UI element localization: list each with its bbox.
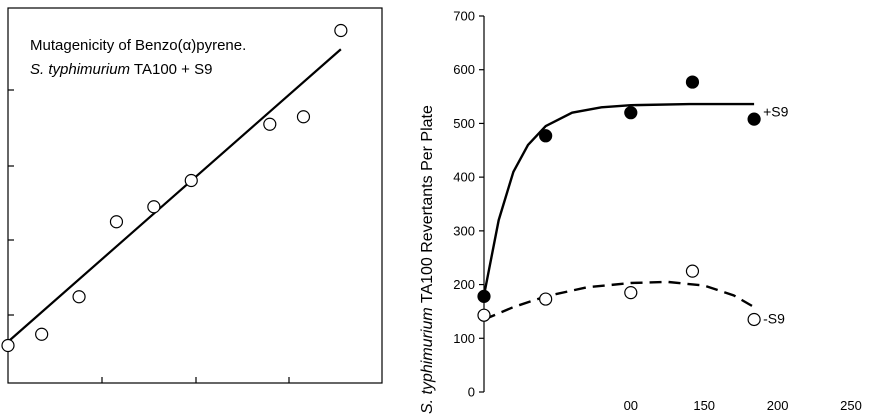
right-chart: S. typhimurium TA100 Revertants Per Plat… bbox=[419, 9, 862, 414]
right-y-tick-label: 200 bbox=[453, 277, 475, 292]
right-marks: +S9 -S9 bbox=[477, 75, 789, 327]
data-point-minus-s9 bbox=[539, 292, 553, 306]
right-y-tick-label: 500 bbox=[453, 116, 475, 131]
series-label-plus-s9: +S9 bbox=[763, 104, 789, 120]
left-data-point bbox=[35, 327, 49, 341]
right-y-tick-label: 300 bbox=[453, 223, 475, 238]
data-point-plus-s9 bbox=[747, 112, 761, 126]
left-data-point bbox=[1, 338, 15, 353]
right-x-tick-label: 150 bbox=[693, 398, 715, 413]
series-line-plus-s9 bbox=[482, 102, 755, 296]
right-x-tick-label: 250 bbox=[840, 398, 862, 413]
left-axes-frame bbox=[7, 7, 383, 384]
right-axes: 0 100 200 300 400 500 600 700 00 150 200 250 bbox=[453, 9, 862, 414]
right-y-axis-label: S. typhimurium TA100 Revertants Per Plat… bbox=[419, 105, 436, 414]
data-point-minus-s9 bbox=[477, 308, 491, 322]
data-point-plus-s9 bbox=[685, 75, 700, 89]
data-point-minus-s9 bbox=[624, 286, 638, 300]
left-title-strain: TA100 + S9 bbox=[130, 61, 212, 78]
data-point-minus-s9 bbox=[747, 312, 761, 327]
right-y-axis-label-rest: TA100 Revertants Per Plate bbox=[419, 105, 436, 307]
left-trendline bbox=[7, 48, 342, 343]
left-data-point bbox=[184, 173, 198, 188]
left-data-point bbox=[334, 23, 348, 38]
right-y-tick-label: 600 bbox=[453, 62, 475, 77]
data-point-minus-s9 bbox=[685, 264, 700, 278]
left-marks bbox=[1, 23, 348, 353]
left-title-organism: S. typhimurium bbox=[30, 61, 130, 78]
series-line-minus-s9 bbox=[483, 280, 755, 321]
data-point-plus-s9 bbox=[539, 129, 553, 143]
right-y-axis-label-organism: S. typhimurium bbox=[419, 307, 436, 414]
left-data-point bbox=[72, 290, 86, 304]
left-data-point bbox=[147, 200, 161, 214]
left-data-point bbox=[296, 110, 311, 124]
right-y-tick-label: 0 bbox=[468, 385, 475, 400]
left-chart: Mutagenicity of Benzo(α)pyrene. S. typhi… bbox=[1, 7, 383, 384]
left-title-line-2: S. typhimurium TA100 + S9 bbox=[30, 61, 212, 78]
right-y-tick-label: 700 bbox=[453, 9, 475, 24]
data-point-plus-s9 bbox=[624, 106, 638, 120]
right-x-tick-label: 00 bbox=[624, 398, 638, 413]
left-title-line-1: Mutagenicity of Benzo(α)pyrene. bbox=[30, 37, 246, 54]
left-data-point bbox=[109, 215, 124, 229]
right-x-tick-label: 200 bbox=[767, 398, 789, 413]
data-point-plus-s9 bbox=[477, 289, 491, 303]
left-plot-border bbox=[7, 7, 383, 384]
series-label-minus-s9: -S9 bbox=[763, 310, 785, 326]
right-y-tick-label: 400 bbox=[453, 170, 475, 185]
right-y-tick-label: 100 bbox=[453, 331, 475, 346]
left-data-point bbox=[263, 117, 277, 131]
